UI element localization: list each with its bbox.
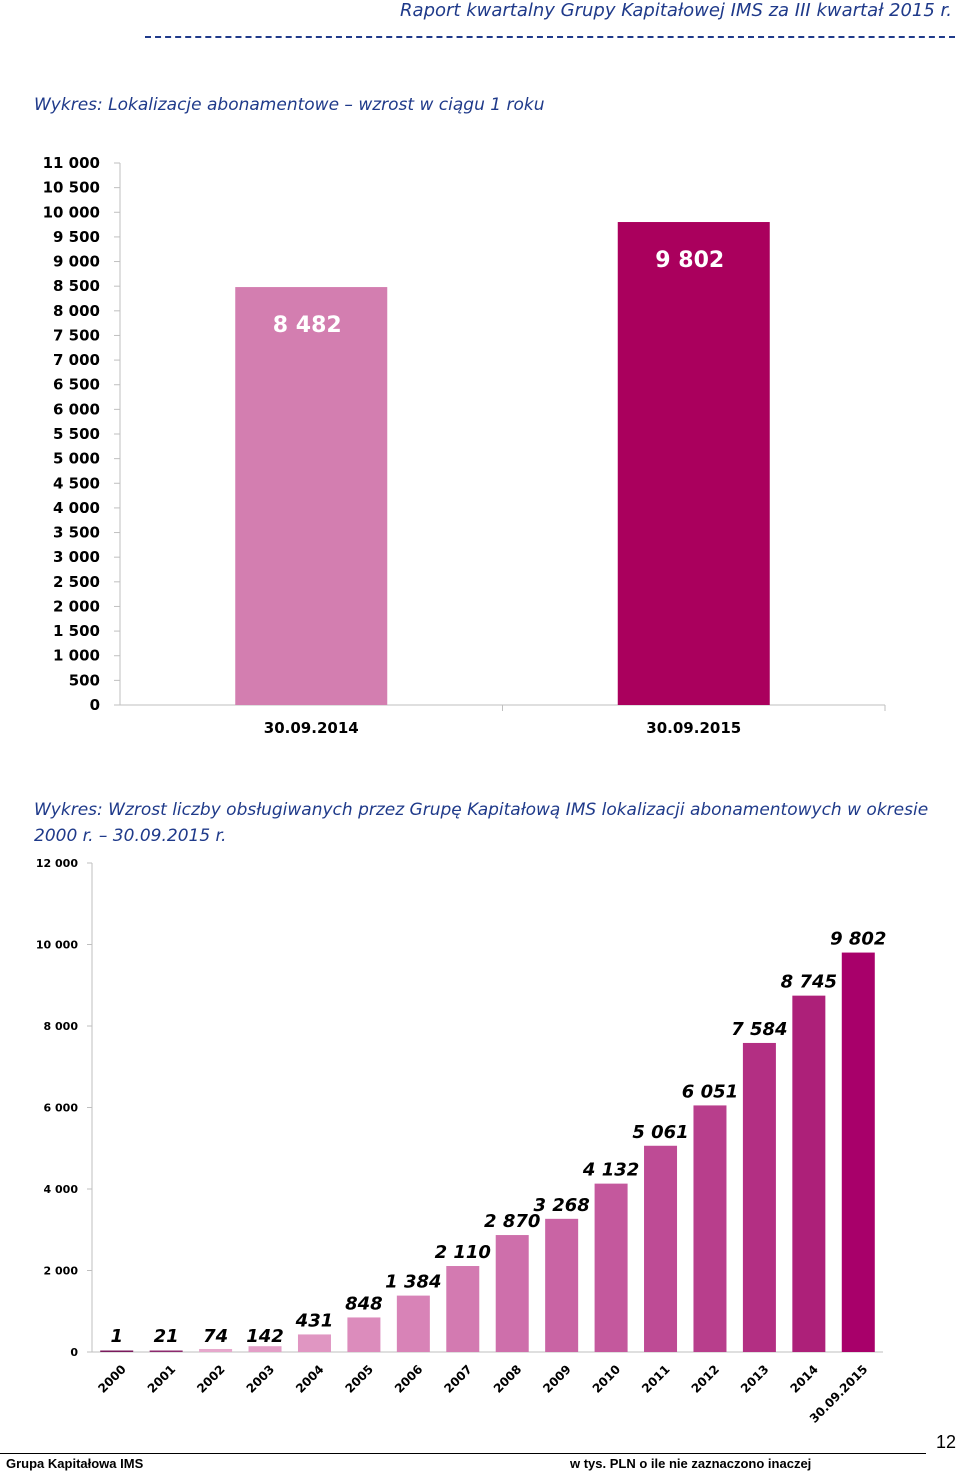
chart1-subscription-locations: 0 500 1 000 1 500 2 000 2 500 3 000 3 500 4 000 4… <box>43 154 886 737</box>
chart1-y-tick-label: 1 000 <box>53 647 100 665</box>
chart2-y-tick-label: 8 000 <box>44 1020 79 1033</box>
chart1-y-tick-label: 7 500 <box>53 326 100 344</box>
chart1-y-tick-label: 8 000 <box>53 302 100 320</box>
chart2-bar-2007 <box>446 1266 480 1352</box>
chart2-category-label: 2012 <box>689 1362 723 1396</box>
chart2-bar-2000 <box>100 1350 134 1352</box>
chart2-bar-2001 <box>149 1350 183 1352</box>
chart2-value-label: 5 061 <box>632 1122 688 1143</box>
chart2-value-label: 21 <box>154 1326 179 1347</box>
chart2-value-label: 2 110 <box>435 1242 491 1263</box>
chart2-caption: Wykres: Wzrost liczby obsługiwanych prze… <box>34 800 929 846</box>
chart1-y-tick-label: 6 500 <box>53 376 100 394</box>
chart2-category-label: 2010 <box>590 1362 624 1396</box>
chart2-category-label: 2003 <box>244 1362 278 1396</box>
chart2-category-label: 2013 <box>738 1362 772 1396</box>
chart1-y-tick-label: 8 500 <box>53 277 100 295</box>
chart2-value-label: 74 <box>203 1326 228 1347</box>
chart2-bar-2006 <box>396 1295 430 1352</box>
footer-rule <box>0 1453 926 1454</box>
chart2-y-tick-label: 10 000 <box>36 939 78 952</box>
chart1-y-tick-label: 500 <box>69 671 100 689</box>
chart1-value-label: 9 802 <box>655 248 724 273</box>
chart1-y-tick-label: 3 000 <box>53 548 100 566</box>
chart2-category-label: 2001 <box>145 1362 179 1396</box>
chart2-y-tick-label: 2 000 <box>44 1265 79 1278</box>
chart1-y-tick-label: 5 000 <box>53 450 100 468</box>
chart2-value-label: 431 <box>295 1310 334 1331</box>
chart2-category-label: 2014 <box>787 1362 821 1396</box>
chart2-y-tick-label: 6 000 <box>44 1102 79 1115</box>
chart1-y-tick-label: 4 000 <box>53 499 100 517</box>
chart2-value-label: 4 132 <box>582 1160 639 1181</box>
chart1-category-label: 30.09.2015 <box>646 719 741 737</box>
chart2-bar-2005 <box>347 1317 381 1352</box>
footer-units-note: w tys. PLN o ile nie zaznaczono inaczej <box>570 1456 812 1471</box>
chart2-value-label: 3 268 <box>533 1195 589 1216</box>
chart1-category-label: 30.09.2014 <box>264 719 359 737</box>
chart2-growth-since-2000: 0 2 000 4 000 6 000 8 000 10 000 12 000 1 2000 21… <box>36 857 887 1426</box>
chart2-bar-2002 <box>199 1348 233 1352</box>
chart1-caption: Wykres: Lokalizacje abonamentowe – wzros… <box>34 95 545 115</box>
chart2-bar-30.09.2015 <box>841 952 875 1352</box>
chart1-y-tick-label: 9 500 <box>53 228 100 246</box>
chart1-bar-2 <box>617 222 770 705</box>
footer-company: Grupa Kapitałowa IMS <box>6 1456 144 1471</box>
chart1-y-tick-label: 9 000 <box>53 253 100 271</box>
chart2-bar-2008 <box>495 1235 529 1352</box>
chart2-category-label: 2007 <box>441 1362 475 1396</box>
chart2-bar-2004 <box>297 1334 331 1352</box>
chart1-y-tick-label: 3 500 <box>53 524 100 542</box>
chart1-y-tick-label: 6 000 <box>53 400 100 418</box>
chart1-y-tick-label: 10 000 <box>43 203 100 221</box>
chart2-value-label: 1 384 <box>385 1272 441 1293</box>
chart2-bar-2003 <box>248 1346 282 1352</box>
chart1-y-tick-label: 10 500 <box>43 179 100 197</box>
chart1-y-tick-label: 11 000 <box>43 154 100 172</box>
chart1-bar-1 <box>235 287 388 705</box>
chart2-bar-2014 <box>792 995 826 1352</box>
chart2-bar-2010 <box>594 1183 628 1352</box>
chart2-category-label: 2002 <box>194 1362 228 1396</box>
chart1-y-tick-label: 2 000 <box>53 597 100 615</box>
chart2-category-label: 2011 <box>639 1362 673 1396</box>
chart2-value-label: 7 584 <box>731 1019 787 1040</box>
chart2-value-label: 9 802 <box>830 929 886 950</box>
chart2-value-label: 8 745 <box>781 972 837 993</box>
chart1-y-tick-label: 1 500 <box>53 622 100 640</box>
chart1-y-tick-label: 7 000 <box>53 351 100 369</box>
chart1-y-tick-label: 5 500 <box>53 425 100 443</box>
chart2-y-tick-label: 12 000 <box>36 857 78 870</box>
chart1-y-tick-label: 0 <box>90 696 100 714</box>
chart1-y-tick-label: 2 500 <box>53 573 100 591</box>
chart2-value-label: 6 051 <box>682 1081 738 1102</box>
chart2-bar-2009 <box>545 1218 579 1352</box>
chart2-y-tick-label: 4 000 <box>44 1183 79 1196</box>
chart2-category-label: 2000 <box>95 1362 129 1396</box>
chart2-value-label: 142 <box>246 1326 284 1347</box>
header-dashed-rule <box>145 36 955 38</box>
chart2-category-label: 2009 <box>540 1362 574 1396</box>
chart2-category-label: 2008 <box>491 1362 525 1396</box>
chart2-category-label: 2006 <box>392 1362 426 1396</box>
chart2-bar-2012 <box>693 1105 727 1352</box>
chart2-category-label: 2004 <box>293 1362 327 1396</box>
chart2-category-label: 2005 <box>343 1362 377 1396</box>
chart1-y-tick-label: 4 500 <box>53 474 100 492</box>
chart2-bar-2011 <box>644 1145 678 1352</box>
chart2-value-label: 2 870 <box>484 1211 540 1232</box>
report-header-title: Raport kwartalny Grupy Kapitałowej IMS z… <box>400 0 952 21</box>
chart1-value-label: 8 482 <box>273 313 342 338</box>
chart2-value-label: 848 <box>345 1293 383 1314</box>
chart2-y-tick-label: 0 <box>70 1346 78 1359</box>
chart2-bar-2013 <box>742 1042 776 1352</box>
chart2-value-label: 1 <box>110 1326 123 1347</box>
page-number: 12 <box>936 1432 957 1452</box>
